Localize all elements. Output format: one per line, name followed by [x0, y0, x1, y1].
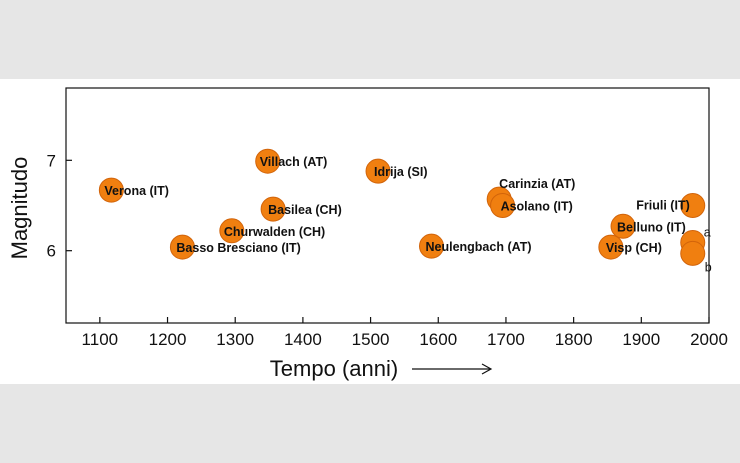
data-point [680, 193, 706, 218]
point-label: Friuli (IT) [636, 199, 689, 213]
x-axis-title: Tempo (anni) [270, 356, 398, 381]
data-point [680, 240, 706, 266]
x-tick-label: 2000 [690, 330, 728, 349]
point-label: Asolano (IT) [501, 200, 573, 214]
x-tick-label: 1500 [352, 330, 390, 349]
data-point [255, 148, 281, 174]
data-points [98, 148, 706, 266]
data-point [98, 177, 124, 203]
point-label: b [705, 260, 712, 274]
point-label: Villach (AT) [260, 155, 328, 169]
x-tick-label: 1300 [216, 330, 254, 349]
x-tick-label: 1900 [622, 330, 660, 349]
point-label: Visp (CH) [606, 241, 662, 255]
x-tick-label: 1600 [419, 330, 457, 349]
x-tick-label: 1100 [82, 330, 119, 349]
x-axis: 1100 1200 1300 1400 1500 1600 1700 1800 1900 2000 [82, 317, 728, 349]
point-label: Churwalden (CH) [224, 225, 325, 239]
plot-frame [65, 87, 710, 324]
data-point [219, 218, 245, 244]
y-tick-label: 7 [47, 151, 56, 170]
point-label: a [704, 226, 711, 240]
y-axis: 67 [47, 151, 72, 261]
point-label: Basso Bresciano (IT) [176, 241, 300, 255]
data-point [598, 234, 624, 260]
y-tick-label: 6 [47, 242, 56, 261]
point-label: Basilea (CH) [268, 203, 342, 217]
y-axis-title: Magnitudo [7, 157, 32, 260]
data-point [418, 233, 444, 259]
point-label: Carinzia (AT) [499, 177, 575, 191]
x-tick-label: 1400 [284, 330, 322, 349]
data-point [490, 193, 516, 218]
point-label: Idrija (SI) [374, 165, 427, 179]
data-point [169, 234, 195, 260]
x-tick-label: 1200 [149, 330, 187, 349]
x-tick-label: 1800 [555, 330, 593, 349]
bottom-gray-band [0, 384, 740, 463]
point-labels: Verona (IT) Basso Bresciano (IT) Churwalde… [104, 155, 711, 274]
point-label: Verona (IT) [104, 184, 169, 198]
point-label: Belluno (IT) [617, 220, 686, 234]
top-gray-band [0, 0, 740, 79]
data-point [260, 196, 286, 222]
data-point [365, 158, 391, 184]
data-point [610, 213, 636, 239]
point-label: Neulengbach (AT) [425, 240, 531, 254]
x-tick-label: 1700 [487, 330, 525, 349]
arrow-icon [412, 363, 493, 375]
